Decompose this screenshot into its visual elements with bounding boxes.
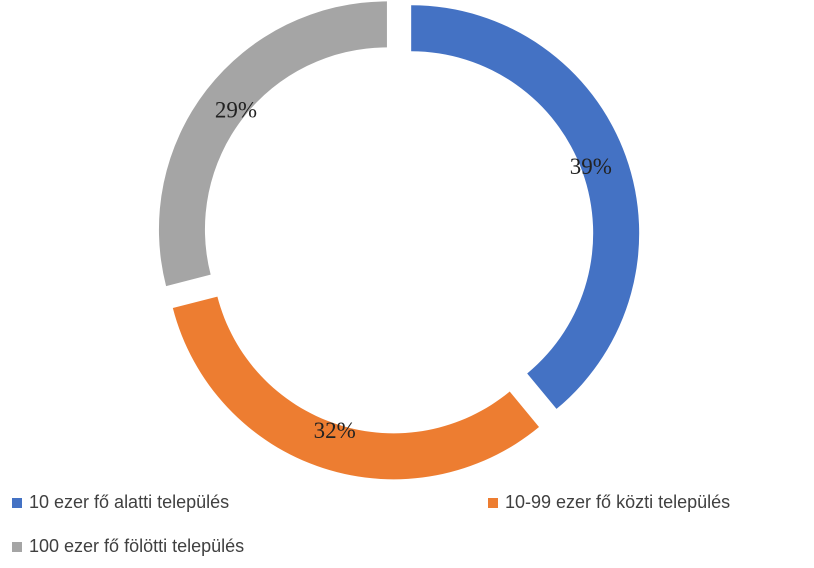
legend-swatch bbox=[12, 498, 22, 508]
legend-swatch bbox=[12, 542, 22, 552]
donut-slice bbox=[411, 5, 640, 409]
legend-swatch bbox=[488, 498, 498, 508]
legend-label: 10 ezer fő alatti település bbox=[29, 492, 229, 512]
value-label: 39% bbox=[570, 154, 612, 179]
legend-label: 10-99 ezer fő közti település bbox=[505, 492, 730, 512]
donut-slice bbox=[158, 1, 387, 287]
legend-label: 100 ezer fő fölötti település bbox=[29, 536, 244, 556]
donut-slice bbox=[172, 296, 540, 480]
value-label: 32% bbox=[314, 418, 356, 443]
value-label: 29% bbox=[215, 98, 257, 123]
